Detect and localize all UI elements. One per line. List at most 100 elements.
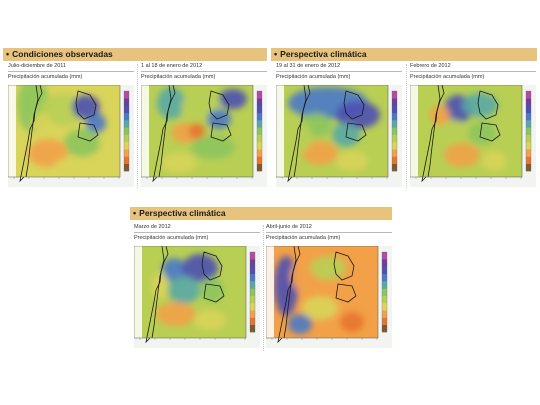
scale-swatch xyxy=(526,105,531,114)
precipitation-map xyxy=(266,246,392,348)
scale-swatch xyxy=(526,134,531,143)
precipitation-zone xyxy=(302,296,338,320)
border-line xyxy=(203,283,225,303)
scale-swatch xyxy=(124,149,129,157)
divider xyxy=(141,71,267,72)
section-banner-observed: • Condiciones observadas xyxy=(3,48,267,61)
precipitation-field xyxy=(266,246,378,338)
country-borders xyxy=(277,246,357,344)
border-line xyxy=(151,246,165,339)
map-frame xyxy=(410,85,523,178)
divider xyxy=(410,71,536,72)
precipitation-zone xyxy=(326,282,358,306)
map-frame xyxy=(134,246,247,339)
scale-swatch xyxy=(250,295,255,304)
panel-separator xyxy=(406,64,407,188)
border-line xyxy=(283,246,297,339)
precipitation-zone xyxy=(336,101,380,129)
scale-swatch xyxy=(250,310,255,318)
scale-swatch xyxy=(124,120,129,128)
coastline xyxy=(277,246,301,344)
map-frame xyxy=(276,85,389,178)
scale-swatch xyxy=(124,127,129,135)
panel-separator xyxy=(137,64,138,188)
border-line xyxy=(210,122,232,142)
section-title: Perspectiva climática xyxy=(280,49,367,59)
scale-swatch xyxy=(124,163,129,172)
precipitation-map xyxy=(410,85,536,187)
map-frame xyxy=(141,85,254,178)
panel-subtitle: Precipitación acumulada (mm) xyxy=(266,235,341,241)
scale-swatch xyxy=(526,141,531,150)
axis-ticks xyxy=(415,177,522,179)
coastline xyxy=(152,85,176,183)
scale-swatch xyxy=(382,281,387,289)
precipitation-map xyxy=(141,85,267,187)
map-frame xyxy=(266,246,379,339)
scale-swatch xyxy=(124,91,129,99)
border-line xyxy=(343,90,365,120)
precipitation-field xyxy=(134,246,246,338)
border-line xyxy=(345,122,367,142)
scale-swatch xyxy=(257,127,262,135)
coastline xyxy=(145,246,169,344)
precipitation-zone xyxy=(191,135,235,159)
panel-subtitle: Precipitación acumulada (mm) xyxy=(134,235,209,241)
scale-swatch xyxy=(382,317,387,326)
scale-swatch xyxy=(124,134,129,143)
scale-swatch xyxy=(257,120,262,128)
scale-swatch xyxy=(124,141,129,150)
scale-swatch xyxy=(382,288,387,296)
precipitation-map xyxy=(8,85,134,187)
country-borders xyxy=(145,246,225,344)
border-line xyxy=(293,85,307,178)
precipitation-field xyxy=(141,85,253,177)
scale-swatch xyxy=(257,141,262,150)
precipitation-zone xyxy=(430,105,450,125)
precipitation-field xyxy=(8,85,120,177)
scale-swatch xyxy=(392,149,397,157)
border-line xyxy=(479,122,501,142)
scale-swatch xyxy=(250,317,255,326)
scale-swatch xyxy=(392,105,397,114)
precipitation-zone xyxy=(157,87,185,119)
scale-swatch xyxy=(526,127,531,135)
border-line xyxy=(75,90,97,120)
precipitation-zone xyxy=(292,123,312,151)
panel-date: Abril-junio de 2012 xyxy=(266,224,312,230)
scale-swatch xyxy=(250,324,255,333)
precipitation-zone xyxy=(32,113,52,137)
precipitation-zone xyxy=(302,141,338,165)
scale-swatch xyxy=(250,288,255,296)
scale-swatch xyxy=(382,324,387,333)
precipitation-zone xyxy=(28,139,68,167)
color-scale-bar xyxy=(123,90,130,172)
border-line xyxy=(201,251,223,281)
scale-swatch xyxy=(526,98,531,106)
panel-date: 19 al 31 de enero de 2012 xyxy=(276,63,341,69)
scale-swatch xyxy=(392,112,397,121)
precipitation-zone xyxy=(189,123,205,139)
bullet-icon: • xyxy=(6,49,10,59)
map-panel: Febrero de 2012 Precipitación acumulada … xyxy=(410,63,536,187)
country-borders xyxy=(287,85,367,183)
scale-swatch xyxy=(124,98,129,106)
divider xyxy=(134,232,260,233)
scale-swatch xyxy=(392,156,397,165)
scale-swatch xyxy=(257,91,262,99)
map-panel: Julio-diciembre de 2011 Precipitación ac… xyxy=(8,63,134,187)
scale-swatch xyxy=(392,163,397,172)
scale-swatch xyxy=(257,163,262,172)
scale-swatch xyxy=(124,105,129,114)
border-line xyxy=(427,85,441,178)
coastline xyxy=(287,85,311,183)
precipitation-zone xyxy=(152,272,168,300)
precipitation-zone xyxy=(310,256,346,280)
precipitation-zone xyxy=(64,129,100,157)
scale-swatch xyxy=(382,266,387,275)
scale-swatch xyxy=(382,302,387,311)
precipitation-zone xyxy=(182,254,218,282)
country-borders xyxy=(152,85,232,183)
scale-swatch xyxy=(382,273,387,282)
divider xyxy=(266,232,392,233)
